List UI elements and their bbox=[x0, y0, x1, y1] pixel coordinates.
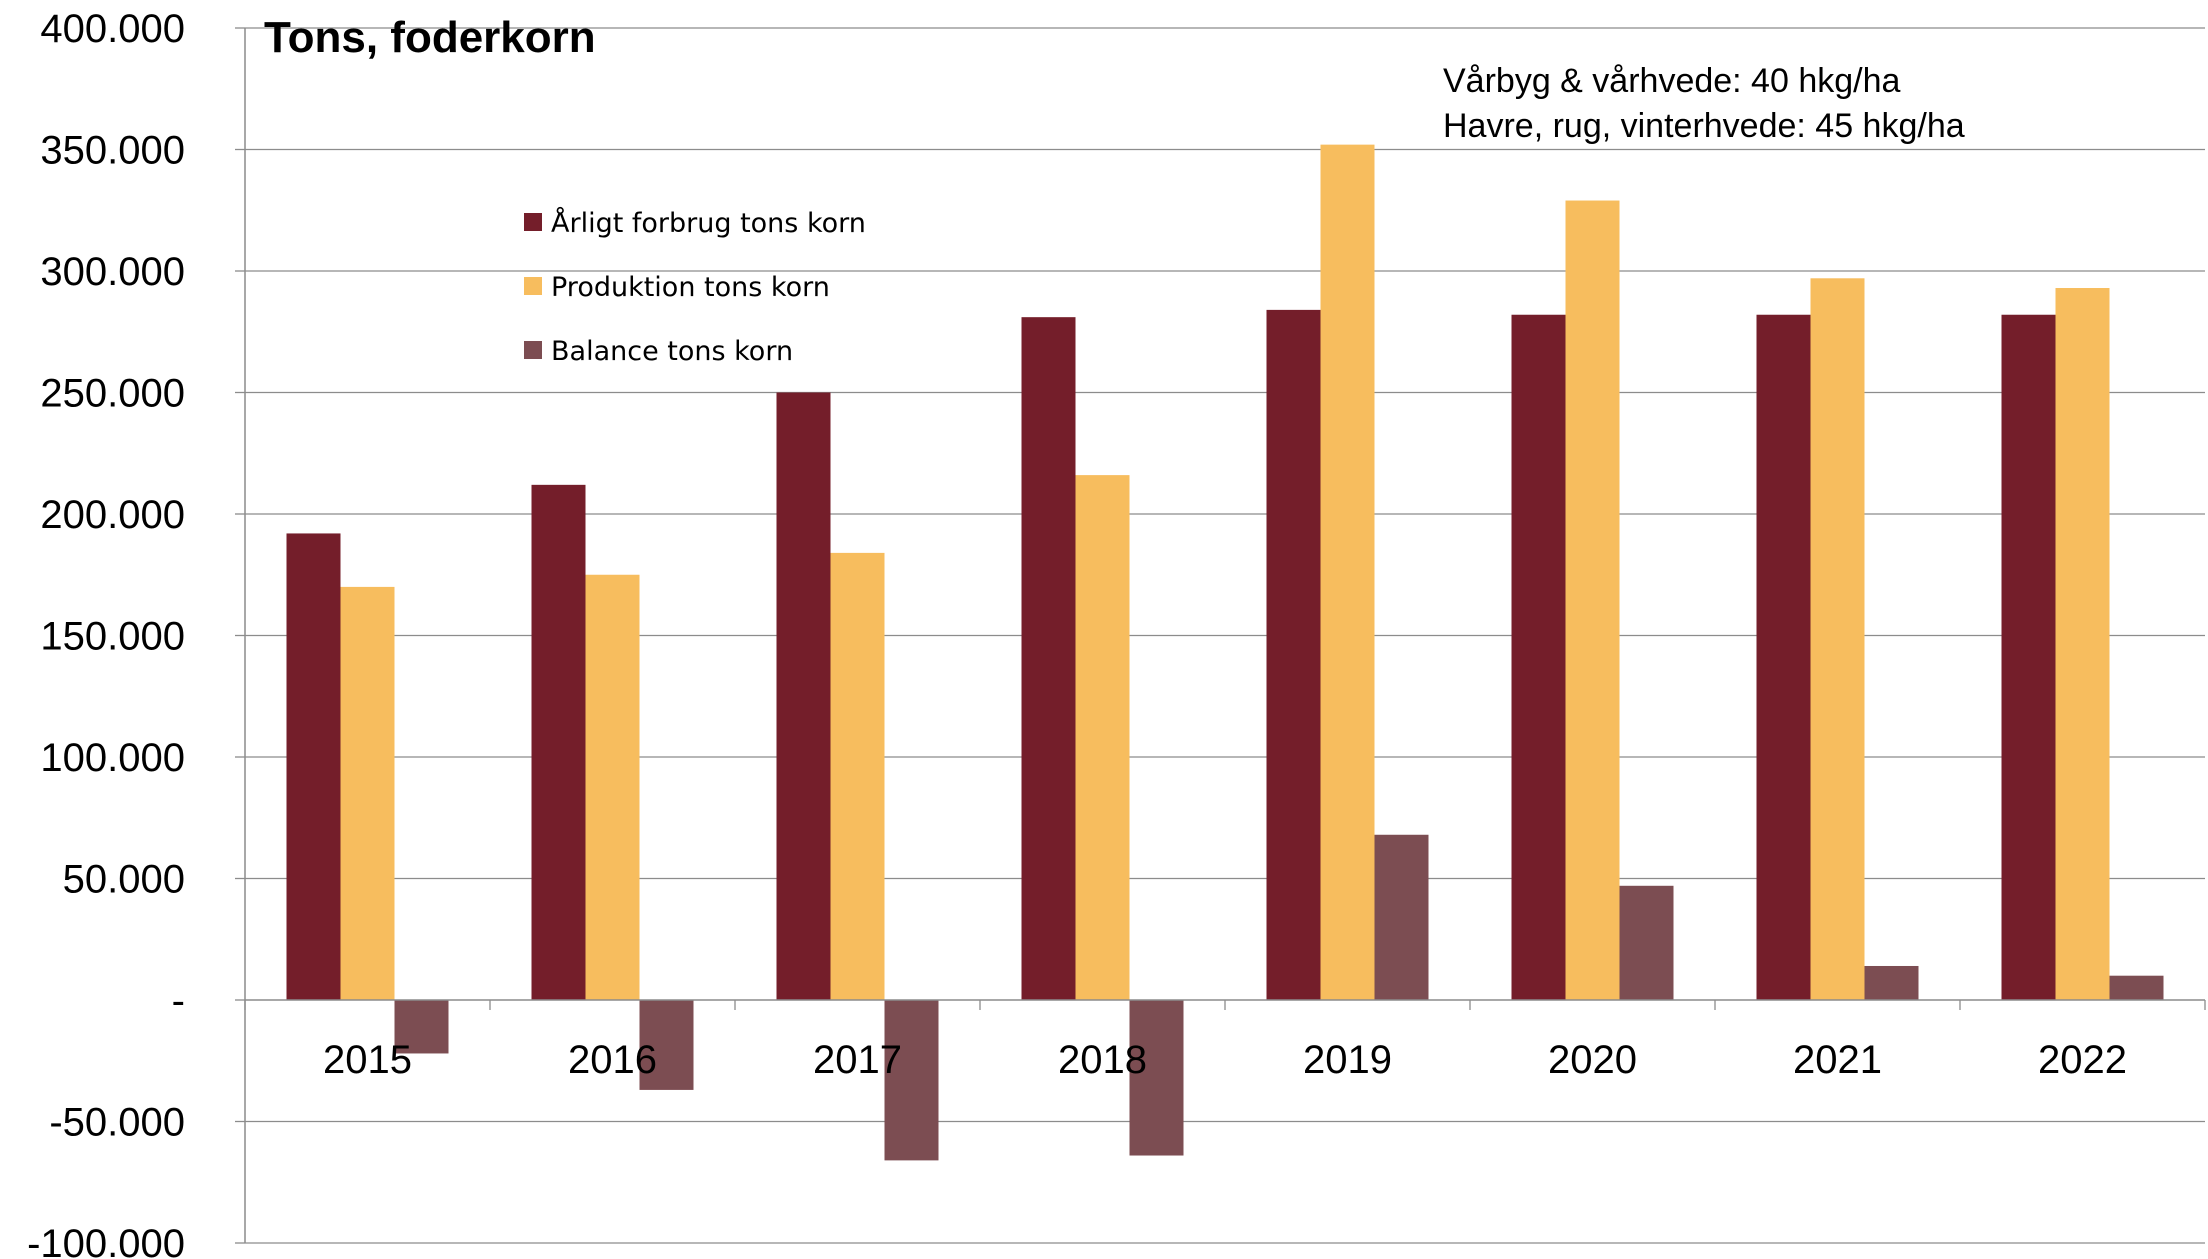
grid bbox=[235, 27, 2205, 1244]
legend-label-1: Produktion tons korn bbox=[551, 272, 830, 303]
bar-2017-series-0 bbox=[776, 392, 831, 1000]
bar-2020-series-0 bbox=[1511, 314, 1566, 1000]
bar-2022-series-1 bbox=[2055, 288, 2110, 1000]
bar-2018-series-0 bbox=[1021, 317, 1076, 1000]
bar-2021-series-1 bbox=[1810, 278, 1865, 1000]
x-category-labels: 2015 2016 2017 2018 2019 2020 2021 2022 bbox=[323, 1038, 2127, 1082]
y-tick-labels: 400.000 350.000 300.000 250.000 200.000 150.0… bbox=[27, 7, 185, 1259]
bar-2017-series-1 bbox=[830, 552, 885, 1000]
bar-2017-series-2 bbox=[884, 1000, 939, 1161]
bar-2020-series-2 bbox=[1619, 885, 1674, 1000]
y-tick-label: 50.000 bbox=[63, 858, 185, 902]
x-category-label-2017: 2017 bbox=[813, 1038, 902, 1082]
legend-label-2: Balance tons korn bbox=[551, 336, 793, 367]
y-tick-label: 200.000 bbox=[40, 493, 185, 537]
x-category-label-2021: 2021 bbox=[1793, 1038, 1882, 1082]
bar-2019-series-2 bbox=[1374, 834, 1429, 1000]
legend: Årligt forbrug tons korn Produktion tons… bbox=[524, 207, 866, 367]
legend-label-0: Årligt forbrug tons korn bbox=[551, 207, 866, 239]
bar-2019-series-0 bbox=[1266, 309, 1321, 1000]
legend-swatch-1 bbox=[524, 277, 542, 295]
x-category-label-2019: 2019 bbox=[1303, 1038, 1392, 1082]
bar-2020-series-1 bbox=[1565, 200, 1620, 1000]
legend-swatch-0 bbox=[524, 213, 542, 231]
bar-2015-series-1 bbox=[340, 586, 395, 1000]
bar-2021-series-2 bbox=[1864, 965, 1919, 1000]
bar-2015-series-2 bbox=[394, 1000, 449, 1054]
y-tick-label: 400.000 bbox=[40, 7, 185, 51]
x-category-label-2016: 2016 bbox=[568, 1038, 657, 1082]
x-category-label-2018: 2018 bbox=[1058, 1038, 1147, 1082]
bar-2015-series-0 bbox=[286, 533, 341, 1000]
y-tick-label: - bbox=[172, 979, 185, 1023]
y-tick-label: 250.000 bbox=[40, 372, 185, 416]
chart-note-1: Vårbyg & vårhvede: 40 hkg/ha bbox=[1443, 62, 1900, 100]
y-tick-label: -50.000 bbox=[49, 1101, 185, 1145]
legend-swatch-2 bbox=[524, 341, 542, 359]
x-category-label-2020: 2020 bbox=[1548, 1038, 1637, 1082]
bar-2019-series-1 bbox=[1320, 144, 1375, 1000]
bars bbox=[286, 144, 2164, 1161]
axes bbox=[244, 28, 2206, 1243]
bar-2022-series-2 bbox=[2109, 975, 2164, 1000]
y-tick-label: 150.000 bbox=[40, 615, 185, 659]
bar-2022-series-0 bbox=[2001, 314, 2056, 1000]
bar-2016-series-2 bbox=[639, 1000, 694, 1090]
y-tick-label: -100.000 bbox=[27, 1222, 185, 1259]
bar-2016-series-0 bbox=[531, 484, 586, 1001]
y-tick-label: 100.000 bbox=[40, 736, 185, 780]
bar-2018-series-1 bbox=[1075, 475, 1130, 1000]
x-category-label-2022: 2022 bbox=[2038, 1038, 2127, 1082]
x-category-label-2015: 2015 bbox=[323, 1038, 412, 1082]
chart-title: Tons, foderkorn bbox=[264, 13, 596, 62]
y-tick-label: 300.000 bbox=[40, 250, 185, 294]
y-tick-label: 350.000 bbox=[40, 129, 185, 173]
bar-2016-series-1 bbox=[585, 574, 640, 1000]
bar-2018-series-2 bbox=[1129, 1000, 1184, 1156]
bar-2021-series-0 bbox=[1756, 314, 1811, 1000]
chart-note-2: Havre, rug, vinterhvede: 45 hkg/ha bbox=[1443, 107, 1965, 145]
